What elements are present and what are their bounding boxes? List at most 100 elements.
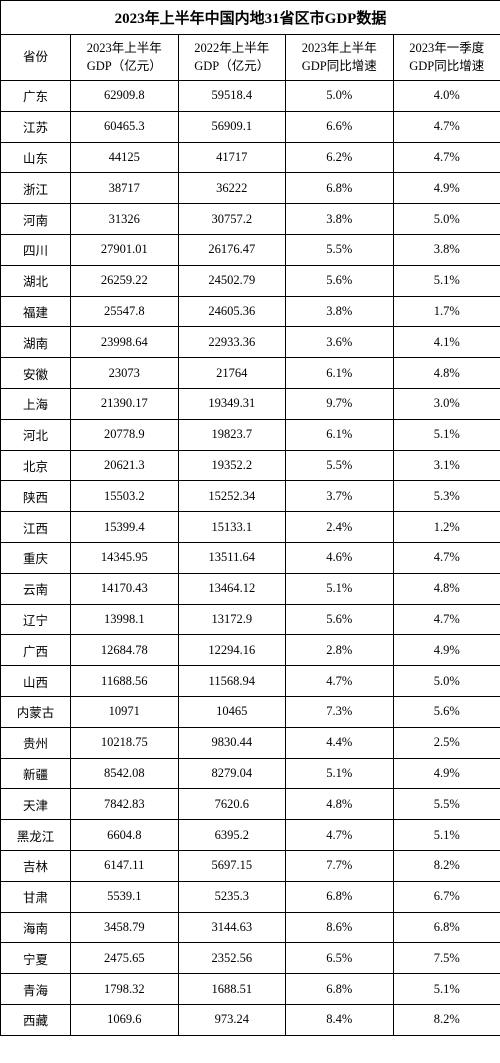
cell-value: 7.3%	[286, 696, 394, 727]
cell-province: 江西	[1, 512, 71, 543]
cell-value: 7842.83	[71, 789, 179, 820]
cell-province: 山东	[1, 142, 71, 173]
col-header-value: 2023年一季度GDP同比增速	[393, 35, 500, 81]
cell-value: 6.8%	[286, 974, 394, 1005]
table-title-row: 2023年上半年中国内地31省区市GDP数据	[1, 1, 500, 35]
table-row: 北京20621.319352.25.5%3.1%	[1, 450, 500, 481]
cell-value: 7620.6	[178, 789, 286, 820]
cell-value: 24502.79	[178, 265, 286, 296]
table-row: 河北20778.919823.76.1%5.1%	[1, 419, 500, 450]
cell-value: 5.1%	[286, 573, 394, 604]
cell-value: 30757.2	[178, 204, 286, 235]
cell-value: 21764	[178, 358, 286, 389]
cell-value: 62909.8	[71, 81, 179, 112]
cell-province: 海南	[1, 912, 71, 943]
cell-value: 23073	[71, 358, 179, 389]
cell-province: 浙江	[1, 173, 71, 204]
cell-value: 4.0%	[393, 81, 500, 112]
table-row: 宁夏2475.652352.566.5%7.5%	[1, 943, 500, 974]
cell-value: 4.8%	[286, 789, 394, 820]
cell-value: 2.8%	[286, 635, 394, 666]
cell-value: 9830.44	[178, 727, 286, 758]
cell-value: 4.9%	[393, 173, 500, 204]
cell-value: 5697.15	[178, 850, 286, 881]
cell-province: 湖南	[1, 327, 71, 358]
table-row: 安徽23073217646.1%4.8%	[1, 358, 500, 389]
cell-value: 4.8%	[393, 358, 500, 389]
cell-value: 3.0%	[393, 388, 500, 419]
cell-value: 3458.79	[71, 912, 179, 943]
table-row: 湖南23998.6422933.363.6%4.1%	[1, 327, 500, 358]
cell-value: 27901.01	[71, 234, 179, 265]
cell-value: 8.6%	[286, 912, 394, 943]
cell-value: 5.0%	[286, 81, 394, 112]
cell-value: 4.1%	[393, 327, 500, 358]
cell-value: 41717	[178, 142, 286, 173]
cell-value: 6.1%	[286, 419, 394, 450]
cell-value: 10465	[178, 696, 286, 727]
cell-value: 3.1%	[393, 450, 500, 481]
cell-value: 3.8%	[286, 204, 394, 235]
cell-value: 4.7%	[393, 111, 500, 142]
cell-value: 1.7%	[393, 296, 500, 327]
cell-value: 6.2%	[286, 142, 394, 173]
cell-value: 4.7%	[286, 666, 394, 697]
cell-value: 11688.56	[71, 666, 179, 697]
cell-value: 11568.94	[178, 666, 286, 697]
cell-province: 河南	[1, 204, 71, 235]
cell-value: 4.7%	[393, 142, 500, 173]
cell-value: 6604.8	[71, 820, 179, 851]
cell-value: 13172.9	[178, 604, 286, 635]
cell-province: 陕西	[1, 481, 71, 512]
cell-value: 14345.95	[71, 542, 179, 573]
table-row: 新疆8542.088279.045.1%4.9%	[1, 758, 500, 789]
cell-value: 3.8%	[393, 234, 500, 265]
cell-value: 56909.1	[178, 111, 286, 142]
table-row: 湖北26259.2224502.795.6%5.1%	[1, 265, 500, 296]
cell-value: 15133.1	[178, 512, 286, 543]
cell-value: 4.4%	[286, 727, 394, 758]
cell-value: 6.7%	[393, 881, 500, 912]
gdp-table: 2023年上半年中国内地31省区市GDP数据 省份2023年上半年GDP（亿元）…	[0, 0, 500, 1036]
col-header-value: 2023年上半年GDP同比增速	[286, 35, 394, 81]
cell-value: 24605.36	[178, 296, 286, 327]
cell-province: 上海	[1, 388, 71, 419]
cell-province: 河北	[1, 419, 71, 450]
table-title: 2023年上半年中国内地31省区市GDP数据	[1, 1, 500, 35]
table-row: 陕西15503.215252.343.7%5.3%	[1, 481, 500, 512]
cell-value: 2352.56	[178, 943, 286, 974]
cell-value: 4.7%	[286, 820, 394, 851]
table-row: 广东62909.859518.45.0%4.0%	[1, 81, 500, 112]
table-row: 江西15399.415133.12.4%1.2%	[1, 512, 500, 543]
cell-value: 26176.47	[178, 234, 286, 265]
cell-value: 3144.63	[178, 912, 286, 943]
cell-value: 5.1%	[393, 419, 500, 450]
cell-value: 60465.3	[71, 111, 179, 142]
table-row: 上海21390.1719349.319.7%3.0%	[1, 388, 500, 419]
table-row: 山西11688.5611568.944.7%5.0%	[1, 666, 500, 697]
cell-value: 4.9%	[393, 635, 500, 666]
table-row: 甘肃5539.15235.36.8%6.7%	[1, 881, 500, 912]
cell-value: 1798.32	[71, 974, 179, 1005]
cell-value: 5.1%	[393, 265, 500, 296]
table-row: 山东44125417176.2%4.7%	[1, 142, 500, 173]
cell-value: 5.5%	[286, 450, 394, 481]
cell-value: 1069.6	[71, 1004, 179, 1035]
cell-value: 12294.16	[178, 635, 286, 666]
cell-value: 6147.11	[71, 850, 179, 881]
col-header-value: 2022年上半年GDP（亿元）	[178, 35, 286, 81]
cell-value: 6.5%	[286, 943, 394, 974]
cell-value: 10971	[71, 696, 179, 727]
cell-value: 4.6%	[286, 542, 394, 573]
cell-value: 2.5%	[393, 727, 500, 758]
cell-value: 8542.08	[71, 758, 179, 789]
table-row: 福建25547.824605.363.8%1.7%	[1, 296, 500, 327]
cell-value: 8279.04	[178, 758, 286, 789]
cell-value: 38717	[71, 173, 179, 204]
cell-value: 5.6%	[286, 265, 394, 296]
cell-value: 6.6%	[286, 111, 394, 142]
cell-value: 8.2%	[393, 850, 500, 881]
cell-value: 5.0%	[393, 666, 500, 697]
cell-province: 青海	[1, 974, 71, 1005]
cell-value: 8.2%	[393, 1004, 500, 1035]
